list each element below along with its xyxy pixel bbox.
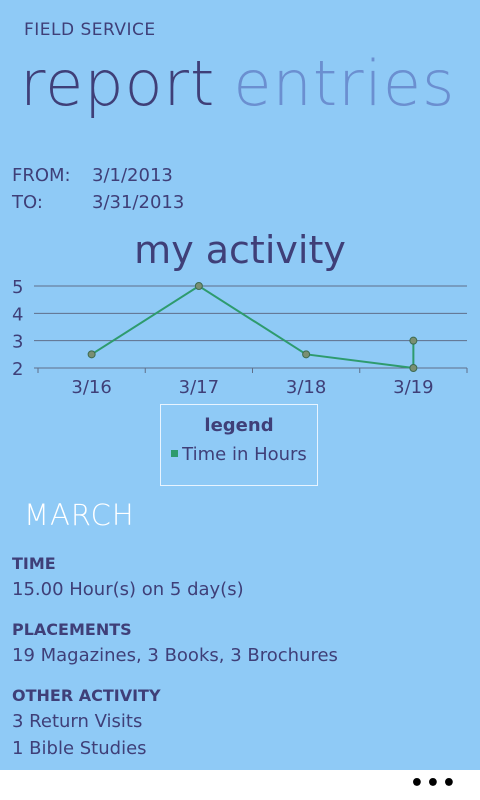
x-tick-label: 3/19 [393, 377, 433, 398]
time-value: 15.00 Hour(s) on 5 day(s) [12, 579, 244, 600]
x-tick-label: 3/18 [286, 377, 326, 398]
other-activity-heading: OTHER ACTIVITY [12, 686, 161, 705]
chart-title: my activity [134, 228, 346, 272]
data-point [409, 336, 418, 345]
chart-legend: legend Time in Hours [160, 404, 318, 486]
x-tick-label: 3/17 [179, 377, 219, 398]
data-point [194, 282, 203, 290]
pivot-header: report entries [20, 47, 456, 120]
y-tick-label: 4 [12, 304, 23, 325]
return-visits-value: 3 Return Visits [12, 711, 143, 732]
y-tick-label: 3 [12, 332, 23, 353]
to-label: TO: [12, 192, 43, 213]
from-value: 3/1/2013 [92, 165, 173, 186]
legend-item: Time in Hours [161, 444, 317, 465]
legend-title: legend [204, 415, 274, 436]
to-row: TO: 3/31/2013 [12, 192, 184, 213]
from-label: FROM: [12, 165, 71, 186]
month-heading: MARCH [24, 498, 135, 532]
data-point [409, 364, 418, 372]
app-title: FIELD SERVICE [24, 20, 156, 40]
activity-chart: 2 3 4 5 3/16 3/17 3/18 3/19 [12, 277, 468, 398]
legend-swatch [171, 449, 179, 457]
bible-studies-value: 1 Bible Studies [12, 738, 147, 759]
placements-value: 19 Magazines, 3 Books, 3 Brochures [12, 645, 338, 666]
app-bar: ••• [0, 770, 480, 800]
pivot-item-report[interactable]: report [20, 47, 216, 120]
data-point [302, 350, 311, 359]
more-options-icon[interactable]: ••• [409, 771, 458, 796]
y-tick-label: 5 [12, 277, 23, 298]
legend-item-label: Time in Hours [182, 444, 307, 465]
series-line [91, 284, 415, 370]
data-point [87, 350, 96, 359]
to-value: 3/31/2013 [92, 192, 185, 213]
pivot-item-entries[interactable]: entries [233, 47, 456, 120]
placements-heading: PLACEMENTS [12, 620, 132, 639]
time-heading: TIME [12, 554, 56, 573]
x-tick-label: 3/16 [71, 377, 111, 398]
from-row: FROM: 3/1/2013 [12, 165, 173, 186]
y-tick-label: 2 [12, 359, 23, 380]
